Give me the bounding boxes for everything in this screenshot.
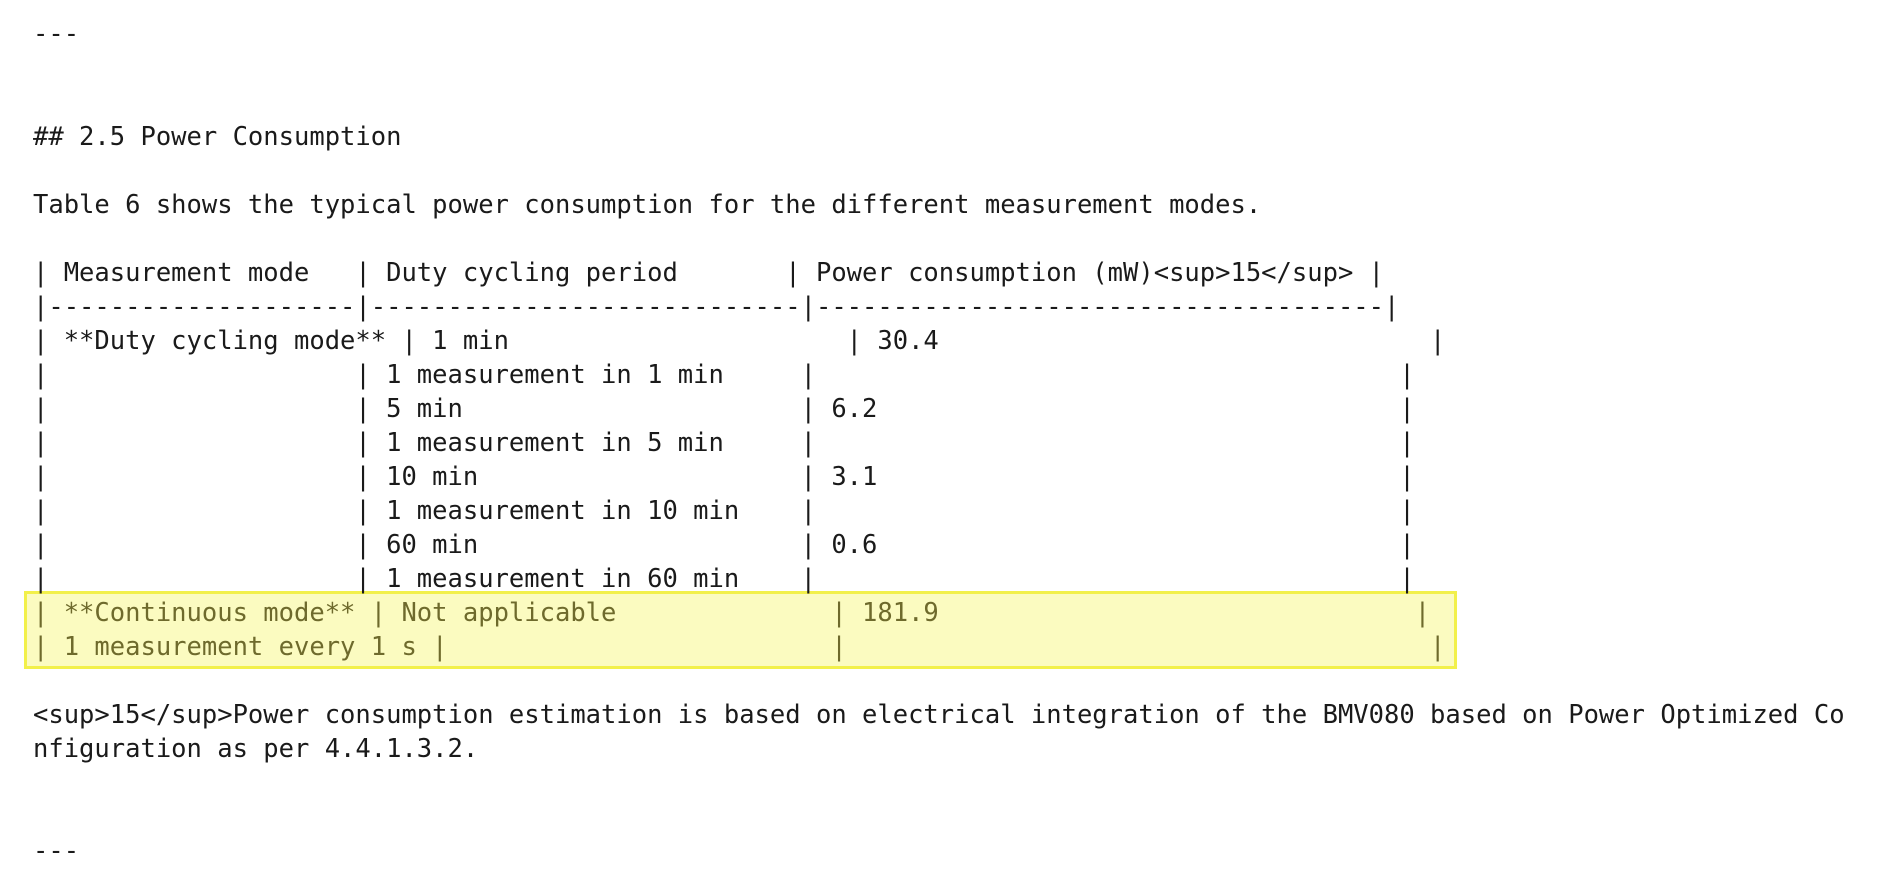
table-row: | | 1 measurement in 10 min | |	[33, 496, 1415, 526]
table-row: | | 1 measurement in 60 min | |	[33, 564, 1415, 594]
footnote: nfiguration as per 4.4.1.3.2.	[33, 734, 479, 764]
table-row: | **Continuous mode** | Not applicable |…	[33, 598, 1431, 628]
highlight-box	[24, 591, 1457, 669]
footnote: <sup>15</sup>Power consumption estimatio…	[33, 700, 1845, 730]
table-row: | 1 measurement every 1 s | | |	[33, 632, 1446, 662]
paragraph: Table 6 shows the typical power consumpt…	[33, 190, 1262, 220]
separator: ---	[33, 836, 80, 866]
table-row: | | 10 min | 3.1 |	[33, 462, 1415, 492]
table-row: | | 1 measurement in 1 min | |	[33, 360, 1415, 390]
table-separator: |--------------------|------------------…	[33, 292, 1400, 322]
table-header: | Measurement mode | Duty cycling period…	[33, 258, 1385, 288]
table-row: | | 60 min | 0.6 |	[33, 530, 1415, 560]
table-row: | | 1 measurement in 5 min | |	[33, 428, 1415, 458]
table-row: | | 5 min | 6.2 |	[33, 394, 1415, 424]
separator: ---	[33, 19, 80, 49]
table-row: | **Duty cycling mode** | 1 min | 30.4 |	[33, 326, 1446, 356]
heading: ## 2.5 Power Consumption	[33, 122, 402, 152]
